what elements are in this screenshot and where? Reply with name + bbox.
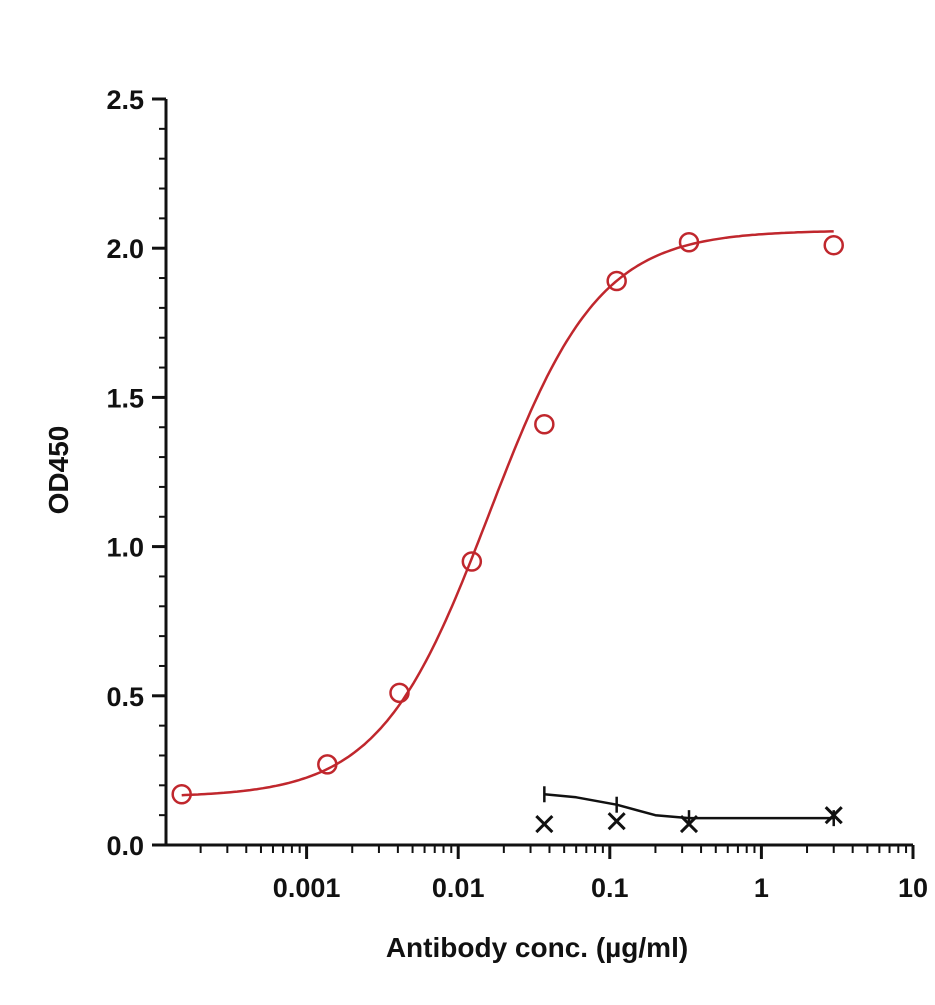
series-1-point [317, 754, 338, 775]
y-tick-label: 2.0 [106, 234, 144, 264]
series-2-point [535, 815, 554, 834]
y-tick-label: 1.5 [106, 383, 144, 413]
x-tick-label: 0.001 [273, 873, 341, 903]
x-tick-label: 1 [754, 873, 769, 903]
y-tick-label: 0.0 [106, 831, 144, 861]
y-axis-title: OD450 [43, 426, 74, 515]
plot-area [171, 230, 844, 834]
x-tick-label: 0.1 [591, 873, 629, 903]
series-1-point [534, 414, 555, 435]
series-1-point [389, 682, 410, 704]
x-tick-label: 0.01 [432, 873, 485, 903]
series-1-point [823, 234, 844, 256]
x-tick-label: 10 [898, 873, 928, 903]
series-1-point [171, 784, 192, 805]
series-2-fit-curve [544, 793, 834, 820]
series-2-point [679, 815, 699, 834]
y-tick-label: 1.0 [106, 533, 144, 563]
series-1-point [678, 231, 700, 253]
y-tick-label: 0.5 [106, 682, 144, 712]
series-1-point [606, 270, 627, 292]
y-tick-label: 2.5 [106, 85, 144, 115]
series-1-fit-curve [181, 230, 834, 797]
series-1-point [461, 551, 483, 572]
axes: 0.0 0.5 1.0 1.5 2.0 2.5 0.001 0.01 0.1 1 10 [106, 85, 928, 903]
series-2-point [824, 806, 843, 825]
series-2-point [607, 812, 626, 831]
x-axis-title: Antibody conc. (µg/ml) [386, 932, 688, 963]
